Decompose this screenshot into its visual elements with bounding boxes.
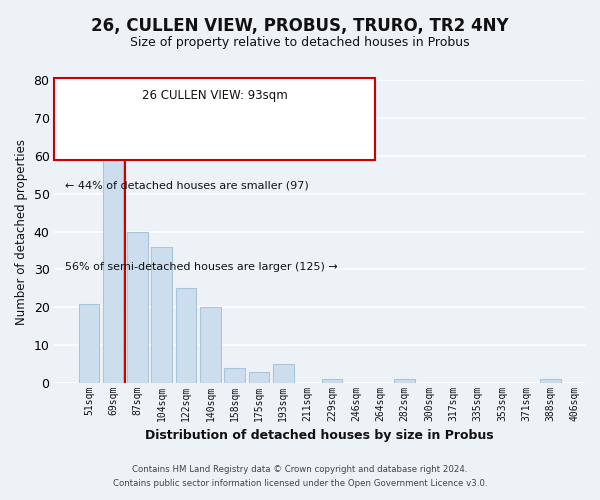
Bar bbox=[248, 372, 269, 383]
Y-axis label: Number of detached properties: Number of detached properties bbox=[15, 138, 28, 324]
Text: 56% of semi-detached houses are larger (125) →: 56% of semi-detached houses are larger (… bbox=[65, 262, 338, 272]
Text: 26 CULLEN VIEW: 93sqm: 26 CULLEN VIEW: 93sqm bbox=[142, 89, 288, 102]
Bar bbox=[322, 380, 342, 383]
FancyBboxPatch shape bbox=[55, 78, 376, 160]
Bar bbox=[224, 368, 245, 383]
Bar bbox=[200, 308, 221, 383]
Text: ← 44% of detached houses are smaller (97): ← 44% of detached houses are smaller (97… bbox=[65, 180, 309, 190]
X-axis label: Distribution of detached houses by size in Probus: Distribution of detached houses by size … bbox=[145, 430, 494, 442]
Text: 26, CULLEN VIEW, PROBUS, TRURO, TR2 4NY: 26, CULLEN VIEW, PROBUS, TRURO, TR2 4NY bbox=[91, 18, 509, 36]
Bar bbox=[273, 364, 293, 383]
Bar bbox=[176, 288, 196, 383]
Bar bbox=[79, 304, 99, 383]
Bar bbox=[394, 380, 415, 383]
Bar bbox=[151, 246, 172, 383]
Bar bbox=[103, 140, 124, 383]
Bar bbox=[127, 232, 148, 383]
Bar bbox=[540, 380, 561, 383]
Text: Size of property relative to detached houses in Probus: Size of property relative to detached ho… bbox=[130, 36, 470, 49]
Text: Contains HM Land Registry data © Crown copyright and database right 2024.
Contai: Contains HM Land Registry data © Crown c… bbox=[113, 466, 487, 487]
